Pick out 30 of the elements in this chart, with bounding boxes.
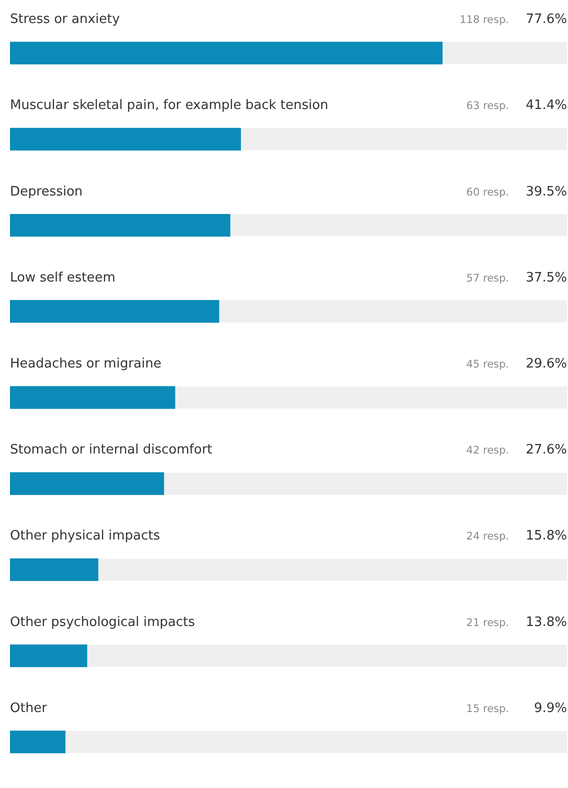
annotation: 63 resp. xyxy=(466,100,509,112)
bar xyxy=(10,644,88,668)
y-tick-label: Other psychological impacts xyxy=(10,614,196,630)
annotation: 21 resp. xyxy=(466,616,509,629)
y-tick-label: Depression xyxy=(10,184,83,200)
annotation: 118 resp. xyxy=(460,14,509,26)
y-tick-label: Stomach or internal discomfort xyxy=(10,442,212,458)
annotation: 60 resp. xyxy=(466,186,509,198)
annotation: 42 resp. xyxy=(466,444,509,457)
data-label: 13.8% xyxy=(526,614,567,630)
y-tick-label: Other xyxy=(10,700,48,716)
data-label: 9.9% xyxy=(534,700,567,716)
annotation: 45 resp. xyxy=(466,358,509,370)
data-label: 77.6% xyxy=(526,12,567,28)
data-label: 41.4% xyxy=(526,98,567,114)
y-tick-label: Muscular skeletal pain, for example back tension xyxy=(10,98,328,114)
annotation: 24 resp. xyxy=(466,530,509,543)
y-tick-label: Other physical impacts xyxy=(10,528,160,544)
y-tick-label: Low self esteem xyxy=(10,270,116,286)
data-label: 29.6% xyxy=(526,356,567,372)
bar xyxy=(10,558,98,582)
data-label: 15.8% xyxy=(526,528,567,544)
y-tick-label: Headaches or migraine xyxy=(10,356,162,372)
data-label: 39.5% xyxy=(526,184,567,200)
y-tick-label: Stress or anxiety xyxy=(10,12,120,28)
annotation: 15 resp. xyxy=(466,702,509,715)
data-label: 37.5% xyxy=(526,270,567,286)
annotation: 57 resp. xyxy=(466,272,509,284)
data-label: 27.6% xyxy=(526,442,567,458)
bar xyxy=(10,730,66,754)
